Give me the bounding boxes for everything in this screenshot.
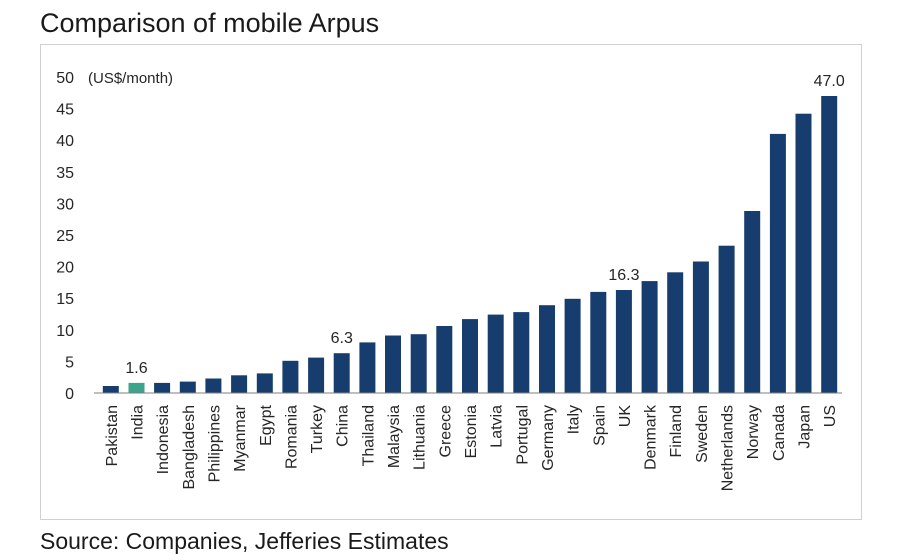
y-tick-label: 50	[56, 70, 74, 87]
x-tick-label: Lithuania	[412, 405, 429, 470]
data-label-uk: 16.3	[608, 267, 639, 284]
bar-uk	[615, 290, 632, 393]
x-tick-label: Malaysia	[386, 405, 403, 468]
bar-japan	[795, 113, 812, 393]
bar-malaysia	[385, 335, 401, 393]
data-labels: 1.6 6.3 16.3 47.0	[125, 73, 844, 377]
bar-spain	[590, 291, 607, 393]
bar-finland	[667, 272, 684, 393]
x-tick-label: Spain	[591, 405, 608, 446]
bar-netherlands	[718, 245, 735, 393]
bar-myanmar	[231, 375, 248, 393]
y-tick-label: 20	[56, 260, 74, 277]
y-tick-label: 0	[65, 386, 74, 403]
bars	[102, 96, 838, 393]
bar-canada	[769, 133, 786, 393]
x-tick-label: Portugal	[514, 405, 531, 465]
y-tick-label: 35	[56, 165, 74, 182]
y-tick-label: 15	[56, 291, 74, 308]
bar-lithuania	[410, 334, 427, 393]
bar-norway	[744, 211, 761, 393]
y-tick-label: 40	[56, 133, 74, 150]
bar-thailand	[359, 342, 376, 393]
bar-pakistan	[102, 386, 119, 393]
bar-romania	[282, 360, 299, 393]
x-tick-label: India	[130, 405, 147, 440]
x-tick-label: Indonesia	[155, 405, 172, 474]
data-label-china: 6.3	[331, 330, 353, 347]
x-tick-label: Myanmar	[232, 404, 249, 471]
source-note: Source: Companies, Jefferies Estimates	[40, 528, 449, 554]
bar-india	[128, 382, 145, 393]
x-tick-label: Egypt	[258, 404, 275, 445]
bar-germany	[539, 305, 555, 393]
y-tick-label: 25	[56, 228, 74, 245]
y-axis-ticks: 0 5 10 15 20 25 30 35 40 45 50	[56, 70, 74, 403]
x-tick-label: Norway	[745, 405, 762, 459]
bar-portugal	[513, 312, 530, 393]
x-tick-label: Turkey	[309, 405, 326, 453]
data-label-us: 47.0	[814, 73, 845, 90]
y-tick-label: 5	[65, 354, 74, 371]
y-axis-label: (US$/month)	[88, 70, 173, 87]
x-axis-ticks: Pakistan India Indonesia Bangladesh Philippi…	[104, 404, 839, 491]
x-tick-label: UK	[617, 405, 634, 428]
data-label-india: 1.6	[125, 360, 147, 377]
x-tick-label: Philippines	[206, 405, 223, 482]
x-tick-label: Thailand	[360, 405, 377, 466]
y-tick-label: 10	[56, 323, 74, 340]
x-tick-label: Italy	[566, 405, 583, 434]
bar-us	[821, 96, 838, 393]
x-tick-label: Romania	[283, 405, 300, 469]
bar-bangladesh	[179, 381, 196, 393]
bar-china	[333, 353, 350, 393]
bar-latvia	[487, 314, 504, 393]
x-tick-label: Finland	[668, 405, 685, 457]
x-tick-label: Canada	[771, 405, 788, 461]
x-tick-label: China	[335, 405, 352, 447]
x-tick-label: Greece	[437, 405, 454, 458]
bar-denmark	[641, 281, 658, 393]
x-tick-label: Latvia	[489, 405, 506, 448]
x-tick-label: Estonia	[463, 405, 480, 458]
chart-title: Comparison of mobile Arpus	[40, 8, 380, 38]
bar-italy	[564, 298, 581, 393]
x-tick-label: US	[822, 405, 839, 427]
x-tick-label: Netherlands	[720, 405, 737, 491]
x-tick-label: Pakistan	[104, 405, 121, 466]
x-tick-label: Germany	[540, 405, 557, 471]
y-tick-label: 45	[56, 102, 74, 119]
y-tick-label: 30	[56, 196, 74, 213]
bar-turkey	[308, 357, 325, 393]
chart-frame	[40, 44, 862, 520]
bar-philippines	[205, 378, 222, 393]
x-tick-label: Bangladesh	[181, 405, 198, 490]
bar-egypt	[256, 373, 273, 393]
x-tick-label: Sweden	[694, 405, 711, 463]
bar-estonia	[462, 319, 478, 393]
x-tick-label: Denmark	[643, 404, 660, 470]
bar-indonesia	[154, 382, 171, 393]
bar-sweden	[692, 261, 709, 393]
x-tick-label: Japan	[797, 405, 814, 449]
bar-greece	[436, 326, 453, 393]
